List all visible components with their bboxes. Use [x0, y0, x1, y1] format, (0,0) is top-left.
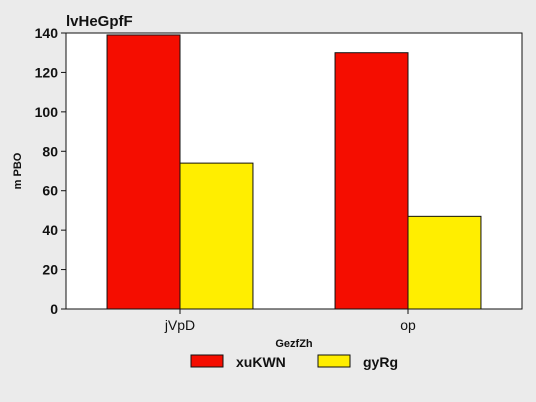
- y-axis: 0 20 40 60 80 100 120 140: [35, 25, 66, 317]
- bar-xuKWN-op: [334, 52, 409, 310]
- y-tick-label: 80: [42, 143, 58, 159]
- legend-label-gyRg: gyRg: [363, 354, 398, 370]
- chart-title: lvHeGpfF: [66, 13, 133, 30]
- legend-swatch-gyRg: [317, 354, 351, 368]
- plot-frame: [65, 32, 523, 310]
- legend-swatch-xuKWN: [190, 354, 224, 368]
- y-tick-label: 0: [50, 301, 58, 317]
- y-tick-label: 20: [42, 262, 58, 278]
- bar-gyRg-op: [407, 215, 482, 310]
- y-axis-label: m PBO: [12, 152, 24, 189]
- y-tick-label: 100: [35, 104, 59, 120]
- bar-xuKWN-jVpD: [106, 34, 181, 310]
- x-tick-label: jVpD: [164, 317, 195, 333]
- x-axis-label: GezfZh: [275, 338, 313, 350]
- legend-label-xuKWN: xuKWN: [236, 354, 286, 370]
- y-tick-label: 120: [35, 64, 59, 80]
- y-tick-label: 40: [42, 222, 58, 238]
- y-tick-label: 60: [42, 183, 58, 199]
- y-tick-label: 140: [35, 25, 59, 41]
- x-tick-label: op: [400, 317, 416, 333]
- bars-layer: [106, 34, 482, 310]
- bar-gyRg-jVpD: [179, 162, 254, 310]
- legend: xuKWN gyRg: [190, 354, 398, 370]
- x-axis: jVpD op: [164, 309, 416, 333]
